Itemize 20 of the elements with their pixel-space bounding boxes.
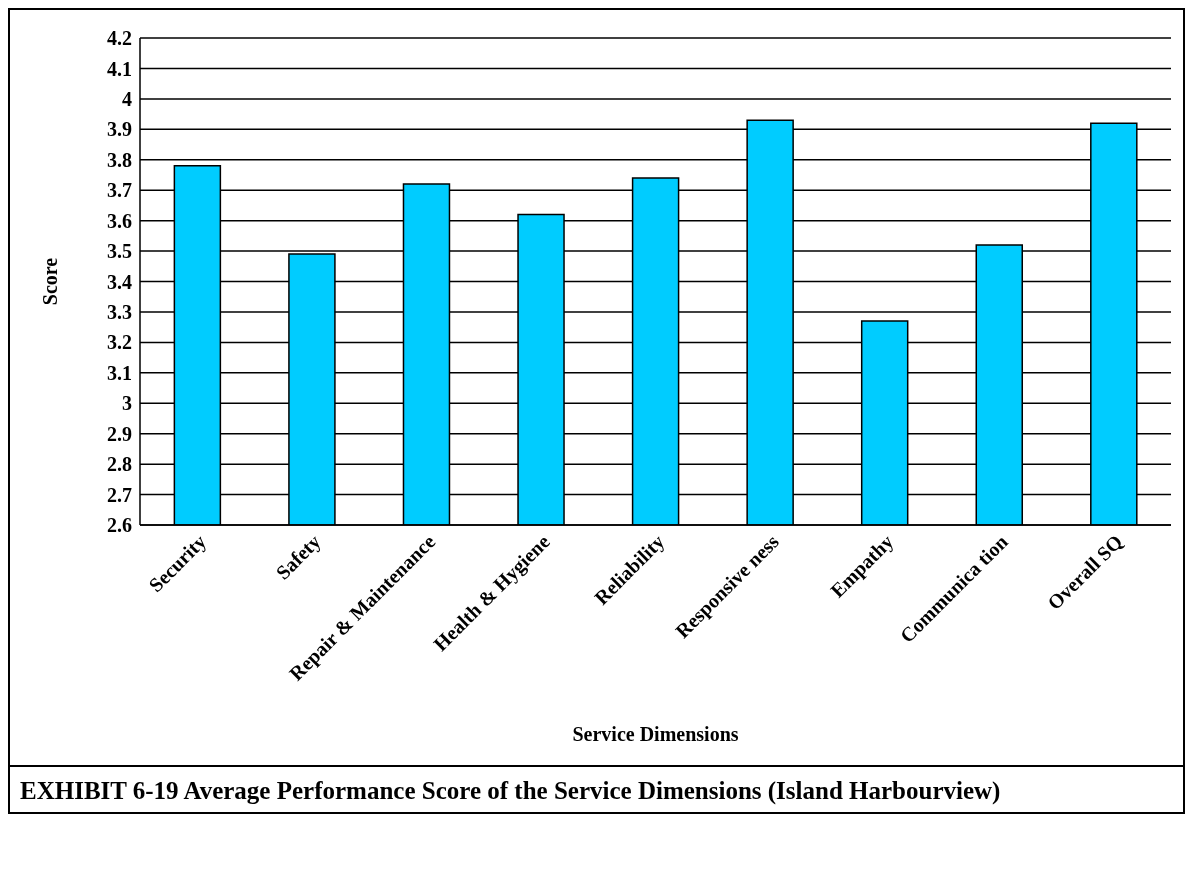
- y-tick-label: 2.7: [107, 483, 132, 506]
- y-tick-label: 3.7: [107, 179, 132, 202]
- y-tick-label: 4.2: [107, 27, 132, 50]
- y-tick-label: 2.9: [107, 422, 132, 445]
- y-tick-label: 3.9: [107, 118, 132, 141]
- y-tick-label: 2.8: [107, 453, 132, 476]
- y-tick-label: 3.8: [107, 148, 132, 171]
- y-tick-label: 3.3: [107, 301, 132, 324]
- y-tick-label: 3.5: [107, 240, 132, 263]
- y-tick-label: 3.6: [107, 209, 132, 232]
- y-tick-label: 3.1: [107, 361, 132, 384]
- y-tick-label: 3.2: [107, 331, 132, 354]
- y-tick-label: 2.6: [107, 514, 132, 537]
- y-tick-label: 4.1: [107, 57, 132, 80]
- y-axis-title: Score: [39, 257, 62, 306]
- text: EXHIBIT 6-19 Average Performance Score of the Service Dimensions (Island Harbourview): [10, 765, 1183, 812]
- y-tick-label: 4: [122, 87, 132, 110]
- x-axis-title: Service Dimensions: [572, 723, 739, 745]
- y-tick-label: 3: [122, 392, 132, 415]
- y-tick-label: 3.4: [107, 270, 132, 293]
